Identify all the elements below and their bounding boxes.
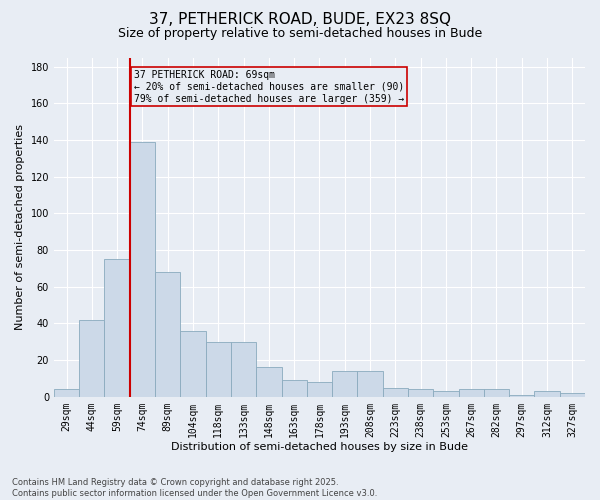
Bar bbox=[155, 272, 181, 397]
Bar bbox=[130, 142, 155, 397]
Text: Size of property relative to semi-detached houses in Bude: Size of property relative to semi-detach… bbox=[118, 28, 482, 40]
Bar bbox=[181, 331, 206, 397]
Y-axis label: Number of semi-detached properties: Number of semi-detached properties bbox=[15, 124, 25, 330]
Text: 37, PETHERICK ROAD, BUDE, EX23 8SQ: 37, PETHERICK ROAD, BUDE, EX23 8SQ bbox=[149, 12, 451, 28]
Bar bbox=[332, 371, 358, 397]
Bar bbox=[281, 380, 307, 397]
Bar bbox=[484, 390, 509, 397]
Bar bbox=[79, 320, 104, 397]
Bar bbox=[408, 390, 433, 397]
Bar bbox=[560, 393, 585, 397]
Bar bbox=[231, 342, 256, 397]
Bar bbox=[383, 388, 408, 397]
Bar bbox=[509, 395, 535, 397]
Bar bbox=[458, 390, 484, 397]
Bar bbox=[206, 342, 231, 397]
Bar bbox=[535, 392, 560, 397]
Bar bbox=[433, 392, 458, 397]
Text: Contains HM Land Registry data © Crown copyright and database right 2025.
Contai: Contains HM Land Registry data © Crown c… bbox=[12, 478, 377, 498]
Bar bbox=[104, 260, 130, 397]
X-axis label: Distribution of semi-detached houses by size in Bude: Distribution of semi-detached houses by … bbox=[171, 442, 468, 452]
Bar bbox=[307, 382, 332, 397]
Bar bbox=[54, 390, 79, 397]
Bar bbox=[358, 371, 383, 397]
Text: 37 PETHERICK ROAD: 69sqm
← 20% of semi-detached houses are smaller (90)
79% of s: 37 PETHERICK ROAD: 69sqm ← 20% of semi-d… bbox=[134, 70, 404, 104]
Bar bbox=[256, 368, 281, 397]
